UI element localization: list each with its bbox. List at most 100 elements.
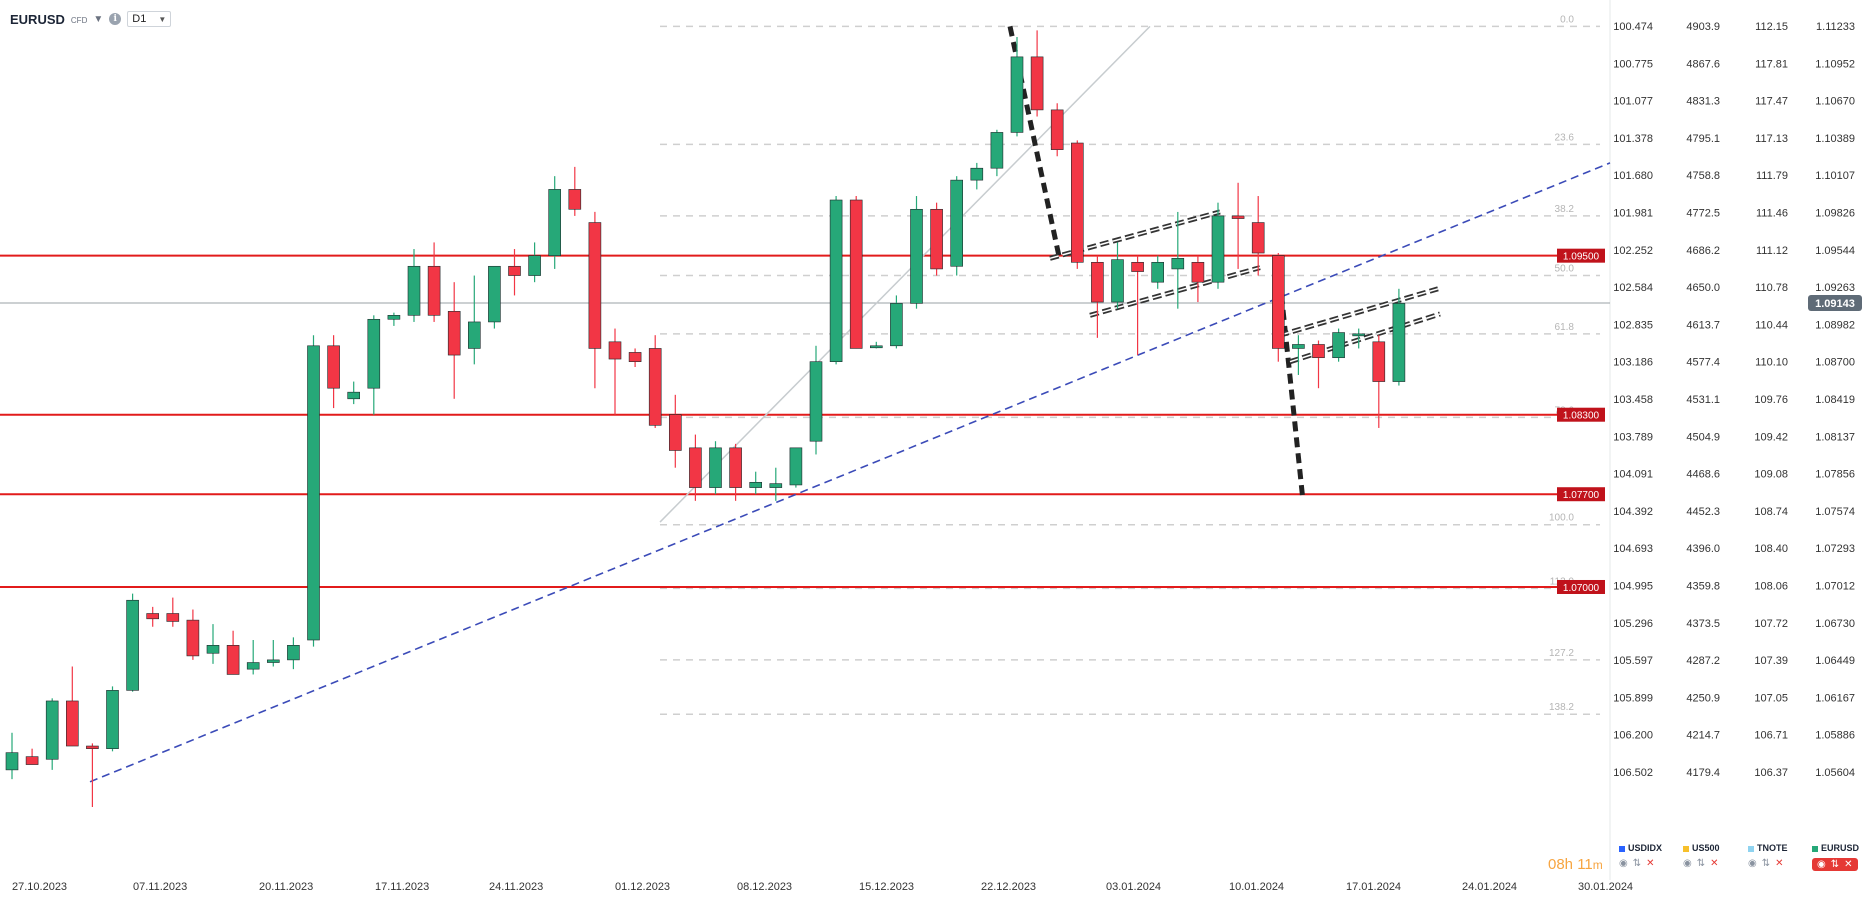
price-axis-label: 102.835 — [1613, 319, 1653, 331]
candle-body — [1171, 258, 1185, 270]
price-axis-label: 1.06167 — [1815, 692, 1855, 704]
candle-body — [246, 662, 260, 670]
candle-body — [467, 321, 481, 349]
legend-label: USDIDX — [1628, 843, 1663, 853]
eye-icon[interactable]: ◉ — [1619, 858, 1628, 869]
candle-body — [628, 352, 642, 362]
price-axis-label: 4287.2 — [1686, 655, 1720, 667]
candle-body — [1030, 56, 1044, 111]
price-axis-label: 1.08419 — [1815, 394, 1855, 406]
price-axis-label: 4867.6 — [1686, 58, 1720, 70]
candle-body — [1091, 261, 1104, 303]
candle-body — [789, 447, 803, 486]
candle-body — [1071, 142, 1084, 263]
price-axis-label: 103.789 — [1613, 431, 1653, 443]
date-axis-label: 22.12.2023 — [981, 881, 1036, 893]
price-axis-label: 104.693 — [1613, 543, 1653, 555]
candle-body — [829, 199, 843, 362]
candle-body — [86, 745, 99, 749]
price-axis-label: 107.05 — [1754, 692, 1788, 704]
price-axis-label: 109.08 — [1754, 469, 1788, 481]
price-axis-label: 4373.5 — [1686, 618, 1720, 630]
legend-dot — [1619, 845, 1625, 852]
trend-line-dashed — [89, 162, 1611, 783]
candle-body — [1010, 56, 1024, 133]
price-axis-label: 1.07293 — [1815, 543, 1855, 555]
legend-tnote: TNOTE — [1748, 843, 1788, 853]
candle-body — [990, 132, 1004, 169]
fib-level-label: 23.6 — [1555, 132, 1575, 143]
price-axis-label: 1.10952 — [1815, 58, 1855, 70]
candle-body — [668, 414, 682, 451]
date-axis-label: 20.11.2023 — [259, 881, 313, 893]
price-axis-label: 1.08982 — [1815, 319, 1855, 331]
candle-body — [1272, 255, 1285, 349]
price-axis-label: 106.71 — [1754, 730, 1788, 742]
price-axis-label: 1.05886 — [1815, 730, 1855, 742]
candle-body — [749, 481, 763, 488]
remove-icon[interactable]: ✕ — [1844, 859, 1853, 870]
level-label-box — [1557, 487, 1605, 502]
price-axis-label: 106.37 — [1754, 767, 1788, 779]
candle-body — [488, 265, 501, 323]
info-icon[interactable]: i — [109, 13, 122, 25]
trend-line-solid — [659, 25, 1151, 523]
price-axis-label: 109.76 — [1754, 394, 1788, 406]
candle-body — [146, 613, 159, 620]
legend-label: EURUSD — [1821, 843, 1860, 853]
timeframe-select[interactable]: D1 ▼ — [127, 11, 172, 27]
candle-body — [689, 447, 702, 488]
candle-body — [1231, 215, 1245, 219]
remove-icon[interactable]: ✕ — [1710, 858, 1719, 869]
price-axis-label: 107.72 — [1754, 618, 1788, 630]
price-axis-label: 4504.9 — [1686, 431, 1720, 443]
sort-icon[interactable]: ⇅ — [1696, 858, 1706, 869]
price-axis-label: 4686.2 — [1686, 245, 1720, 257]
sort-icon[interactable]: ⇅ — [1632, 858, 1642, 869]
candle-body — [1372, 341, 1386, 382]
date-axis-label: 24.11.2023 — [489, 881, 543, 893]
price-axis-label: 104.392 — [1613, 506, 1653, 518]
price-axis-label: 1.11233 — [1816, 21, 1855, 33]
price-axis-label: 103.458 — [1613, 394, 1653, 406]
price-axis-label: 100.474 — [1613, 21, 1653, 33]
usdidx-controls: ◉ ⇅ ✕ — [1619, 858, 1655, 869]
candle-body — [930, 208, 943, 270]
candle-timer: 08h 11m — [1548, 856, 1603, 873]
date-axis-label: 08.12.2023 — [737, 881, 792, 893]
eye-icon[interactable]: ◉ — [1817, 859, 1826, 870]
price-axis-label: 4613.7 — [1686, 319, 1720, 331]
candle-body — [588, 222, 602, 349]
price-axis-label: 100.775 — [1613, 58, 1653, 70]
fib-level-label: 38.2 — [1555, 204, 1575, 215]
candle-body — [407, 265, 421, 316]
legend-usdidx: USDIDX — [1619, 843, 1662, 853]
eye-icon[interactable]: ◉ — [1748, 858, 1757, 869]
price-axis-label: 108.40 — [1754, 543, 1788, 555]
candle-body — [387, 315, 401, 320]
remove-icon[interactable]: ✕ — [1775, 858, 1784, 869]
timeframe-value: D1 — [132, 13, 147, 25]
symbol-dropdown-icon[interactable]: ▼ — [93, 13, 104, 25]
price-axis-label: 4772.5 — [1686, 208, 1720, 220]
candle-body — [106, 690, 119, 749]
symbol-name[interactable]: EURUSD — [10, 11, 65, 27]
sort-icon[interactable]: ⇅ — [1761, 858, 1771, 869]
price-axis-label: 4758.8 — [1686, 170, 1720, 182]
remove-icon[interactable]: ✕ — [1646, 858, 1655, 869]
price-axis-label: 105.597 — [1613, 655, 1653, 667]
level-label: 1.09500 — [1563, 252, 1600, 263]
price-axis-label: 106.200 — [1613, 730, 1653, 742]
candle-body — [729, 447, 742, 488]
price-axis-label: 1.08137 — [1815, 431, 1855, 443]
eye-icon[interactable]: ◉ — [1683, 858, 1692, 869]
price-axis-label: 1.06449 — [1815, 655, 1855, 667]
level-label-box — [1557, 248, 1605, 263]
sort-icon[interactable]: ⇅ — [1830, 859, 1840, 870]
price-axis-label: 1.10389 — [1815, 133, 1855, 145]
price-axis-label: 109.42 — [1754, 431, 1788, 443]
legend-us500: US500 — [1683, 843, 1720, 853]
price-axis-label: 1.07856 — [1815, 469, 1855, 481]
candle-body — [1191, 261, 1205, 283]
